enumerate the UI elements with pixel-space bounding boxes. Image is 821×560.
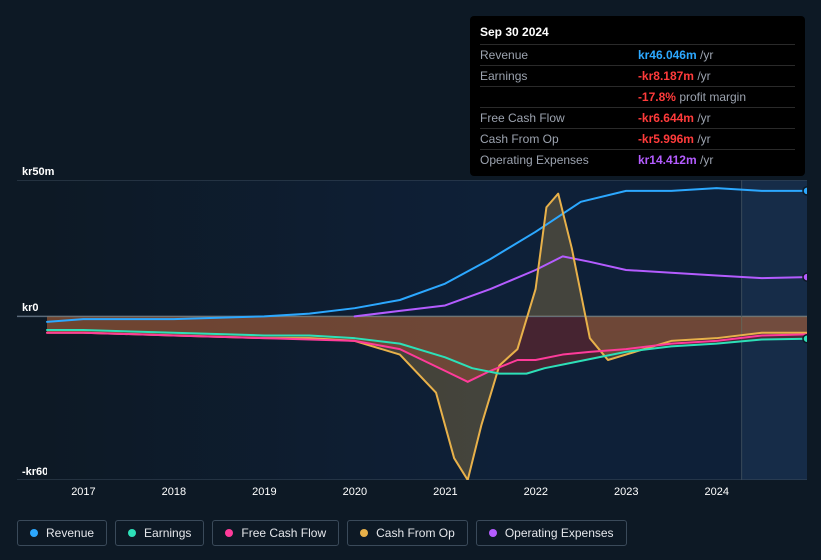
legend-label: Earnings [144, 526, 191, 540]
x-axis-label: 2019 [252, 486, 276, 498]
legend-item-operating-expenses[interactable]: Operating Expenses [476, 520, 627, 546]
legend-item-earnings[interactable]: Earnings [115, 520, 204, 546]
x-axis-label: 2017 [71, 486, 95, 498]
tooltip-value: -kr5.996m /yr [638, 129, 795, 150]
tooltip-value: kr14.412m /yr [638, 150, 795, 171]
x-axis-label: 2021 [433, 486, 457, 498]
legend-item-revenue[interactable]: Revenue [17, 520, 107, 546]
tooltip-label: Operating Expenses [480, 150, 638, 171]
x-axis-label: 2023 [614, 486, 638, 498]
y-axis-label: kr50m [22, 166, 54, 178]
tooltip-label: Cash From Op [480, 129, 638, 150]
legend-dot [30, 529, 38, 537]
legend-label: Revenue [46, 526, 94, 540]
legend-dot [128, 529, 136, 537]
x-axis-label: 2022 [524, 486, 548, 498]
chart-tooltip: Sep 30 2024Revenuekr46.046m /yrEarnings-… [470, 16, 805, 176]
tooltip-label [480, 87, 638, 108]
tooltip-value: -kr6.644m /yr [638, 108, 795, 129]
legend-dot [489, 529, 497, 537]
tooltip-label: Revenue [480, 45, 638, 66]
legend-dot [360, 529, 368, 537]
legend-item-free-cash-flow[interactable]: Free Cash Flow [212, 520, 339, 546]
x-axis-label: 2024 [705, 486, 729, 498]
x-axis-label: 2018 [162, 486, 186, 498]
tooltip-label: Free Cash Flow [480, 108, 638, 129]
legend-dot [225, 529, 233, 537]
financials-chart [17, 180, 807, 480]
tooltip-value: kr46.046m /yr [638, 45, 795, 66]
chart-legend: Revenue Earnings Free Cash Flow Cash From O… [17, 520, 627, 546]
legend-label: Cash From Op [376, 526, 455, 540]
tooltip-label: Earnings [480, 66, 638, 87]
legend-item-cash-from-op[interactable]: Cash From Op [347, 520, 468, 546]
tooltip-value: -kr8.187m /yr [638, 66, 795, 87]
x-axis-label: 2020 [343, 486, 367, 498]
tooltip-date: Sep 30 2024 [480, 22, 795, 45]
tooltip-value: -17.8% profit margin [638, 87, 795, 108]
legend-label: Free Cash Flow [241, 526, 326, 540]
legend-label: Operating Expenses [505, 526, 614, 540]
